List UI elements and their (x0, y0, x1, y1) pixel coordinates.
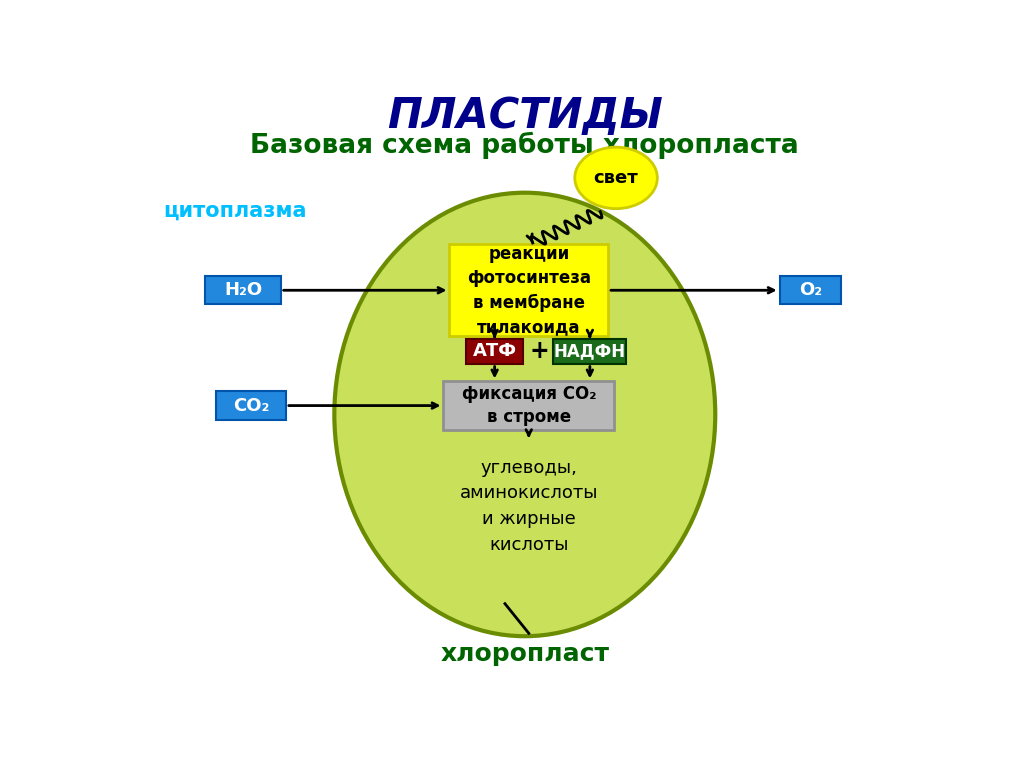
FancyBboxPatch shape (216, 392, 286, 420)
Text: реакции
фотосинтеза
в мембране
тилакоида: реакции фотосинтеза в мембране тилакоида (467, 245, 591, 336)
Ellipse shape (334, 193, 716, 636)
Text: углеводы,
аминокислоты
и жирные
кислоты: углеводы, аминокислоты и жирные кислоты (460, 458, 598, 554)
Text: ПЛАСТИДЫ: ПЛАСТИДЫ (387, 94, 663, 137)
FancyBboxPatch shape (450, 244, 608, 336)
Text: O₂: O₂ (799, 281, 822, 300)
FancyBboxPatch shape (206, 276, 281, 304)
Circle shape (574, 147, 657, 209)
FancyBboxPatch shape (779, 276, 842, 304)
Text: фиксация CO₂
в строме: фиксация CO₂ в строме (462, 385, 596, 426)
Text: CO₂: CO₂ (232, 396, 269, 415)
FancyBboxPatch shape (443, 382, 614, 430)
Text: Базовая схема работы хлоропласта: Базовая схема работы хлоропласта (251, 132, 799, 159)
Text: H₂O: H₂O (224, 281, 262, 300)
FancyBboxPatch shape (553, 339, 627, 363)
FancyBboxPatch shape (466, 339, 523, 363)
Text: НАДФН: НАДФН (554, 343, 626, 360)
Text: свет: свет (594, 169, 638, 187)
Text: хлоропласт: хлоропласт (440, 642, 609, 666)
Text: цитоплазма: цитоплазма (164, 200, 307, 220)
Text: +: + (529, 339, 549, 363)
Text: АТФ: АТФ (473, 343, 517, 360)
